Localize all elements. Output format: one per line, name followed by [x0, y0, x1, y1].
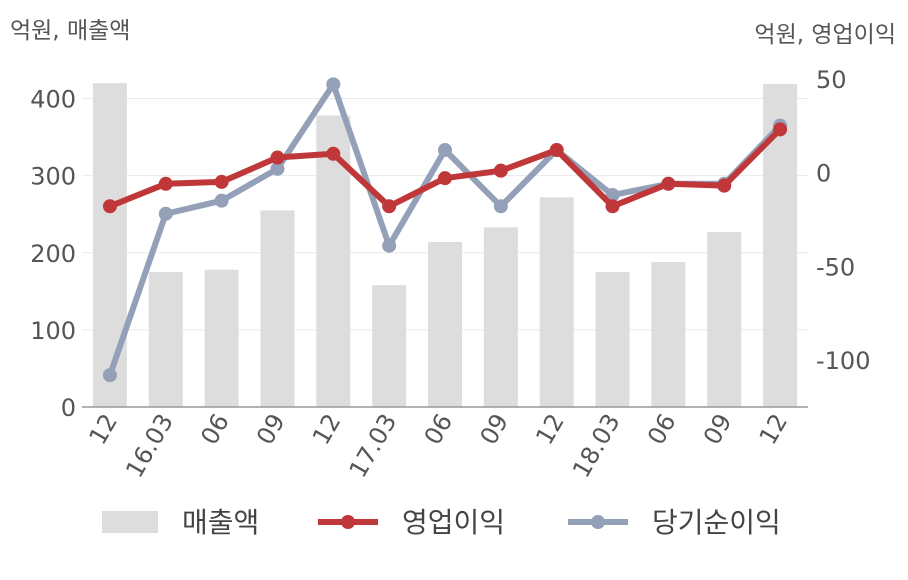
bar-series: [92, 83, 798, 408]
right-tick-label: 50: [816, 66, 847, 94]
series-line: [106, 126, 784, 210]
data-point: [493, 199, 508, 214]
left-tick-label: 300: [30, 163, 76, 191]
data-point: [326, 146, 341, 161]
data-point: [270, 150, 285, 165]
bar: [372, 285, 407, 407]
x-tick-label: 06: [419, 409, 459, 449]
x-tick-label: 18.03: [567, 409, 626, 483]
bar: [260, 210, 295, 407]
x-tick-label: 16.03: [120, 409, 179, 483]
x-tick-label: 12: [307, 409, 347, 449]
legend-marker: [591, 515, 605, 529]
x-tick-label: 09: [698, 409, 738, 449]
data-point: [102, 199, 117, 214]
left-tick-label: 0: [61, 394, 76, 422]
left-tick-label: 400: [30, 86, 76, 114]
legend-label: 영업이익: [402, 506, 505, 539]
data-point: [605, 199, 620, 214]
right-tick-label: 0: [816, 160, 831, 188]
left-axis-unit-label: 억원, 매출액: [10, 18, 130, 44]
right-tick-label: -50: [816, 253, 855, 281]
x-tick-label: 12: [530, 409, 570, 449]
x-tick-label: 06: [195, 409, 235, 449]
data-point: [438, 143, 452, 158]
bar: [92, 83, 127, 407]
bar: [595, 272, 630, 407]
bar: [539, 197, 574, 407]
data-point: [326, 77, 341, 92]
bar: [148, 272, 183, 407]
legend: 매출액 영업이익 당기순이익: [102, 506, 781, 539]
data-point: [270, 161, 285, 176]
data-point: [382, 238, 397, 253]
legend-marker: [341, 515, 355, 529]
bar: [483, 227, 518, 407]
x-tick-label: 12: [84, 409, 124, 449]
bar: [707, 231, 742, 407]
line-series: [102, 77, 788, 383]
data-point: [661, 176, 676, 191]
data-point: [158, 206, 173, 221]
legend-label: 당기순이익: [652, 506, 781, 539]
data-point: [382, 199, 397, 214]
data-point: [102, 368, 117, 383]
data-point: [214, 174, 229, 189]
left-tick-label: 200: [30, 240, 76, 268]
bar: [651, 262, 686, 407]
x-tick-label: 12: [754, 409, 794, 449]
bar: [428, 241, 462, 407]
left-tick-label: 100: [30, 317, 76, 345]
data-point: [214, 193, 229, 208]
left-axis-ticks: 0 100 200 300 400: [30, 86, 76, 422]
data-point: [717, 178, 732, 193]
data-point: [773, 122, 788, 137]
data-point: [438, 171, 452, 186]
data-point: [493, 163, 508, 178]
right-axis-unit-label: 억원, 영업이익: [754, 22, 896, 48]
legend-label: 매출액: [182, 506, 259, 539]
x-tick-label: 17.03: [344, 409, 403, 483]
legend-bar-swatch: [102, 511, 158, 533]
right-tick-label: -100: [816, 347, 870, 375]
x-tick-label: 09: [251, 409, 291, 449]
x-tick-label: 06: [642, 409, 682, 449]
right-axis-ticks: -100 -50 0 50: [816, 66, 870, 375]
data-point: [549, 143, 564, 158]
data-point: [158, 176, 173, 191]
bar: [204, 269, 239, 407]
x-tick-label: 09: [475, 409, 515, 449]
